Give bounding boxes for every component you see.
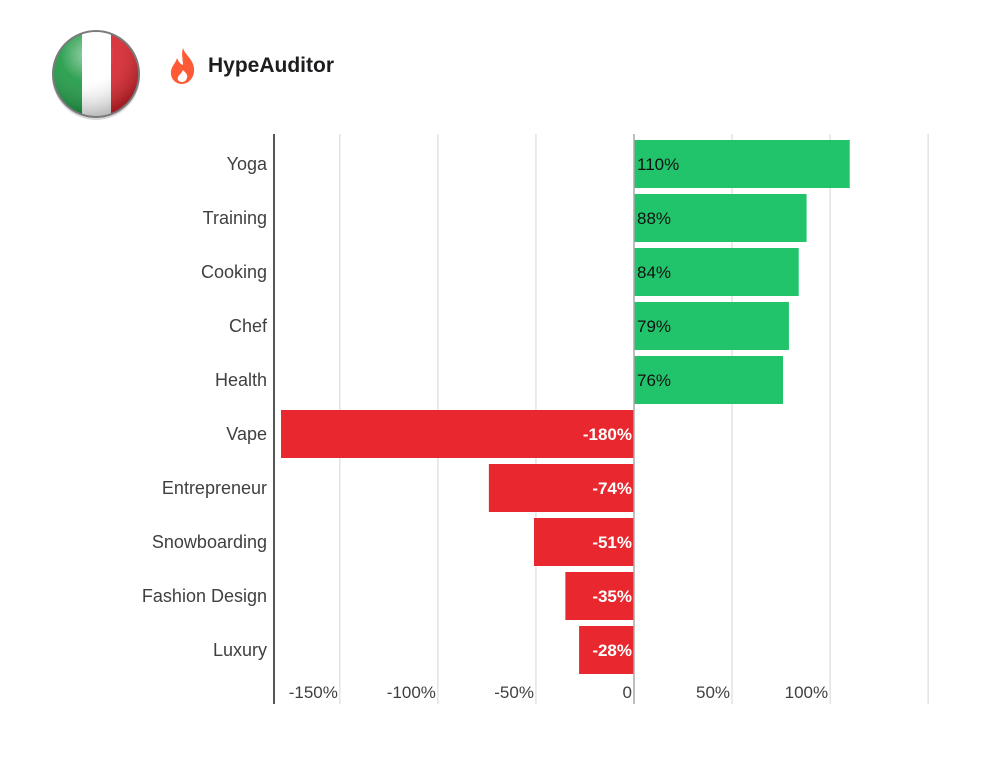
bar — [281, 410, 634, 458]
category-label: Entrepreneur — [162, 478, 267, 498]
category-label: Luxury — [213, 640, 267, 660]
brand-logo: HypeAuditor — [166, 46, 334, 86]
data-label: 79% — [637, 317, 671, 336]
data-label: -28% — [592, 641, 632, 660]
bar — [533, 518, 634, 566]
data-label: -51% — [592, 533, 632, 552]
bar — [579, 626, 634, 674]
bar — [488, 464, 634, 512]
x-tick-label: 0 — [623, 683, 632, 702]
data-label: 76% — [637, 371, 671, 390]
bar — [634, 194, 807, 242]
category-label: Health — [215, 370, 267, 390]
data-label: -35% — [592, 587, 632, 606]
x-tick-label: -150% — [289, 683, 338, 702]
bar — [634, 140, 850, 188]
bar — [634, 356, 784, 404]
bar — [634, 302, 789, 350]
data-label: -180% — [583, 425, 632, 444]
data-label: 88% — [637, 209, 671, 228]
category-label: Training — [203, 208, 267, 228]
data-label: 84% — [637, 263, 671, 282]
data-label: 110% — [637, 155, 679, 174]
x-tick-label: -50% — [494, 683, 534, 702]
bar — [565, 572, 634, 620]
data-label: -74% — [592, 479, 632, 498]
category-label: Fashion Design — [142, 586, 267, 606]
bar — [634, 248, 799, 296]
x-tick-label: 100% — [785, 683, 828, 702]
x-tick-label: -100% — [387, 683, 436, 702]
category-label: Vape — [226, 424, 267, 444]
category-label: Chef — [229, 316, 268, 336]
flame-icon — [170, 48, 195, 84]
brand-name: HypeAuditor — [208, 54, 334, 77]
italy-flag-icon — [52, 30, 140, 120]
category-label: Cooking — [201, 262, 267, 282]
x-tick-label: 50% — [696, 683, 730, 702]
category-label: Yoga — [227, 154, 268, 174]
category-label: Snowboarding — [152, 532, 267, 552]
